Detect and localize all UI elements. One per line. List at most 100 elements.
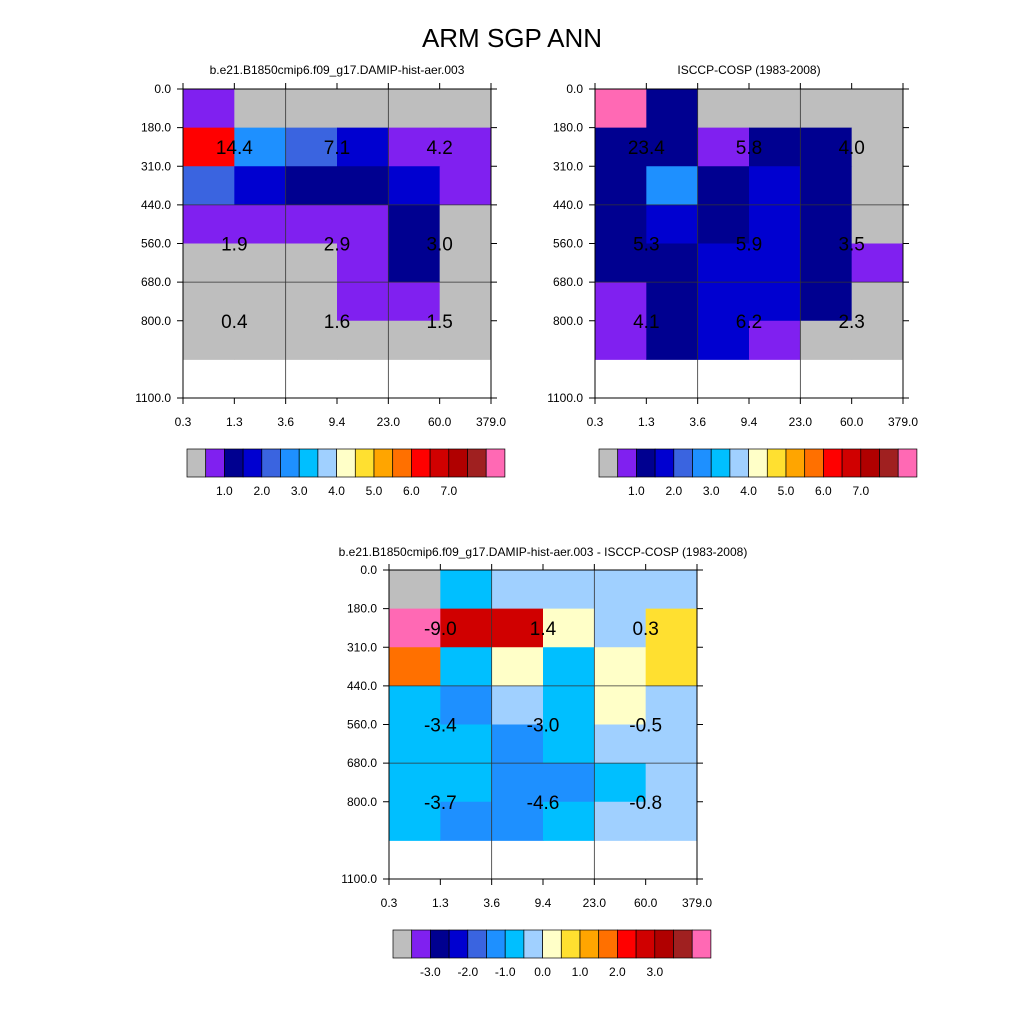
colorbar-swatch <box>785 448 806 478</box>
group-value-label: -0.8 <box>629 793 662 814</box>
y-tick-label: 180.0 <box>347 602 377 616</box>
heatmap-cell <box>285 127 338 167</box>
heatmap-cell <box>800 127 853 167</box>
heatmap-cell <box>749 166 801 206</box>
colorbar-swatch <box>486 929 506 959</box>
colorbar-swatch <box>354 448 375 478</box>
heatmap-cell <box>646 320 699 360</box>
group-value-label: 1.9 <box>221 235 247 256</box>
heatmap-cell <box>645 724 698 764</box>
colorbar-swatch <box>598 929 618 959</box>
heatmap-cell <box>337 282 389 322</box>
group-value-label: 4.0 <box>838 138 864 159</box>
heatmap-cell <box>594 608 647 648</box>
heatmap-cell <box>749 320 801 360</box>
heatmap-cell <box>440 570 493 610</box>
heatmap-cell <box>697 204 750 244</box>
heatmap-cell <box>543 763 595 803</box>
x-tick-label: 9.4 <box>329 415 346 429</box>
x-tick-label: 379.0 <box>476 415 506 429</box>
heatmap-cell <box>543 647 595 687</box>
heatmap-cell <box>440 801 493 841</box>
y-tick-label: 440.0 <box>347 679 377 693</box>
heatmap-cell <box>646 204 699 244</box>
heatmap-cell <box>595 127 647 167</box>
colorbar-label: -1.0 <box>495 965 516 979</box>
y-tick-label: 310.0 <box>347 640 377 654</box>
heatmap-cell <box>491 685 544 725</box>
colorbar-swatch <box>392 929 413 959</box>
colorbar-swatch <box>673 929 693 959</box>
heatmap-cell <box>440 647 493 687</box>
heatmap-cell <box>234 204 287 244</box>
heatmap-cell <box>595 243 647 283</box>
heatmap-cell <box>388 204 441 244</box>
group-value-label: 5.8 <box>736 138 762 159</box>
heatmap-cell <box>800 282 853 322</box>
heatmap-cell <box>697 89 750 129</box>
heatmap-cell <box>234 282 287 322</box>
colorbar-swatch <box>635 929 656 959</box>
heatmap-cell <box>851 166 904 206</box>
heatmap-cell <box>388 243 441 283</box>
group-value-label: 4.2 <box>426 138 452 159</box>
colorbar-swatch <box>280 448 300 478</box>
colorbar-label: 5.0 <box>778 484 795 498</box>
group-value-label: -3.4 <box>424 716 457 737</box>
colorbar-swatch <box>411 929 431 959</box>
heatmap-cell <box>439 127 492 167</box>
colorbar-label: 2.0 <box>253 484 270 498</box>
x-tick-label: 9.4 <box>535 896 552 910</box>
colorbar-label: 1.0 <box>216 484 233 498</box>
x-tick-label: 3.6 <box>483 896 500 910</box>
heatmap-cell <box>749 282 801 322</box>
heatmap-cell <box>389 647 441 687</box>
heatmap-cell <box>594 763 647 803</box>
colorbar-swatch <box>897 448 918 478</box>
colorbar-label: 3.0 <box>703 484 720 498</box>
colorbar-label: 7.0 <box>440 484 457 498</box>
heatmap-cell <box>388 89 441 129</box>
y-tick-label: 800.0 <box>553 314 583 328</box>
y-tick-label: 440.0 <box>141 198 171 212</box>
heatmap-cell <box>543 608 595 648</box>
heatmap-cell <box>440 685 493 725</box>
y-tick-label: 310.0 <box>553 159 583 173</box>
heatmap-cell <box>646 89 699 129</box>
heatmap-cell <box>285 204 338 244</box>
group-value-label: 1.4 <box>530 619 557 640</box>
colorbar-swatch <box>485 448 506 478</box>
heatmap-cell <box>491 608 544 648</box>
group-value-label: 5.9 <box>736 235 762 256</box>
chart-title: b.e21.B1850cmip6.f09_g17.DAMIP-hist-aer.… <box>339 545 748 559</box>
heatmap-cell <box>183 320 235 360</box>
x-tick-label: 0.3 <box>587 415 604 429</box>
y-tick-label: 560.0 <box>141 237 171 251</box>
heatmap-cell <box>749 89 801 129</box>
heatmap-cell <box>645 801 698 841</box>
x-tick-label: 60.0 <box>428 415 452 429</box>
heatmap-cell <box>388 127 441 167</box>
heatmap-cell <box>851 127 904 167</box>
colorbar-swatch <box>523 929 543 959</box>
heatmap-cell <box>595 320 647 360</box>
colorbar-swatch <box>579 929 600 959</box>
heatmap-cell <box>645 763 698 803</box>
heatmap-cell <box>440 724 493 764</box>
colorbar-swatch <box>373 448 394 478</box>
group-value-label: 3.0 <box>426 235 452 256</box>
y-tick-label: 0.0 <box>154 82 171 96</box>
colorbar-swatch <box>224 448 244 478</box>
colorbar-swatch <box>748 448 768 478</box>
colorbar-label: 6.0 <box>403 484 420 498</box>
colorbar-label: 0.0 <box>534 965 551 979</box>
colorbar-swatch <box>317 448 337 478</box>
heatmap-cell <box>183 282 235 322</box>
heatmap-cell <box>595 204 647 244</box>
colorbar-swatch <box>692 448 712 478</box>
colorbar: 1.0 2.0 3.0 4.0 5.0 6.0 7.0 <box>186 448 506 498</box>
x-tick-label: 3.6 <box>277 415 294 429</box>
x-tick-label: 23.0 <box>377 415 401 429</box>
heatmap-cell <box>234 89 287 129</box>
heatmap-cell <box>645 570 698 610</box>
